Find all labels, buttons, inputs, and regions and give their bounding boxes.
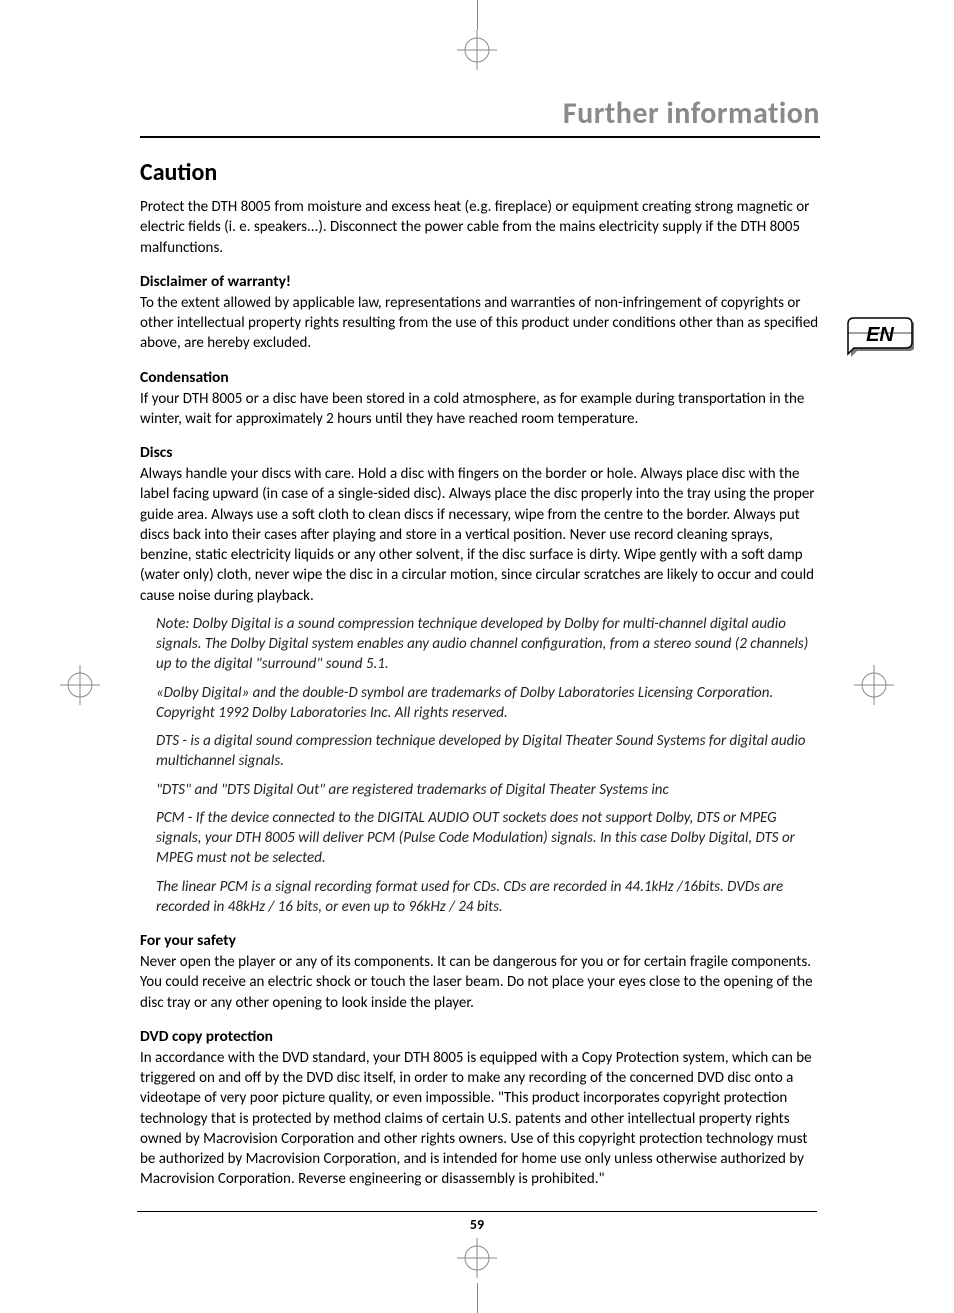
page-content: Further information Caution Protect the … [140, 95, 820, 1194]
crop-mark-right [854, 665, 894, 710]
section-heading: Discs [140, 443, 820, 462]
crop-mark-top [457, 30, 497, 75]
language-badge: EN [844, 310, 914, 360]
page-number: 59 [137, 1211, 817, 1233]
crop-mark-left [60, 665, 100, 710]
main-title: Caution [140, 158, 820, 187]
intro-paragraph: Protect the DTH 8005 from moisture and e… [140, 197, 820, 258]
section-heading: Condensation [140, 368, 820, 387]
note-text: "DTS" and "DTS Digital Out" are register… [156, 780, 820, 800]
header-title: Further information [140, 95, 820, 132]
page-body: Caution Protect the DTH 8005 from moistu… [140, 158, 820, 1190]
note-text: «Dolby Digital» and the double-D symbol … [156, 683, 820, 724]
note-text: DTS - is a digital sound compression tec… [156, 731, 820, 772]
section-body: Never open the player or any of its comp… [140, 952, 820, 1013]
section-body: To the extent allowed by applicable law,… [140, 293, 820, 354]
section-heading: For your safety [140, 931, 820, 950]
section-heading: Disclaimer of warranty! [140, 272, 820, 291]
section-body: Always handle your discs with care. Hold… [140, 464, 820, 606]
crop-mark-bottom [457, 1238, 497, 1283]
section-body: In accordance with the DVD standard, you… [140, 1048, 820, 1190]
note-text: The linear PCM is a signal recording for… [156, 877, 820, 918]
svg-text:EN: EN [866, 324, 894, 346]
crop-line-top [477, 0, 478, 30]
section-heading: DVD copy protection [140, 1027, 820, 1046]
crop-line-bottom [477, 1283, 478, 1313]
note-text: Note: Dolby Digital is a sound compressi… [156, 614, 820, 675]
section-body: If your DTH 8005 or a disc have been sto… [140, 389, 820, 430]
note-text: PCM - If the device connected to the DIG… [156, 808, 820, 869]
page-header: Further information [140, 95, 820, 138]
